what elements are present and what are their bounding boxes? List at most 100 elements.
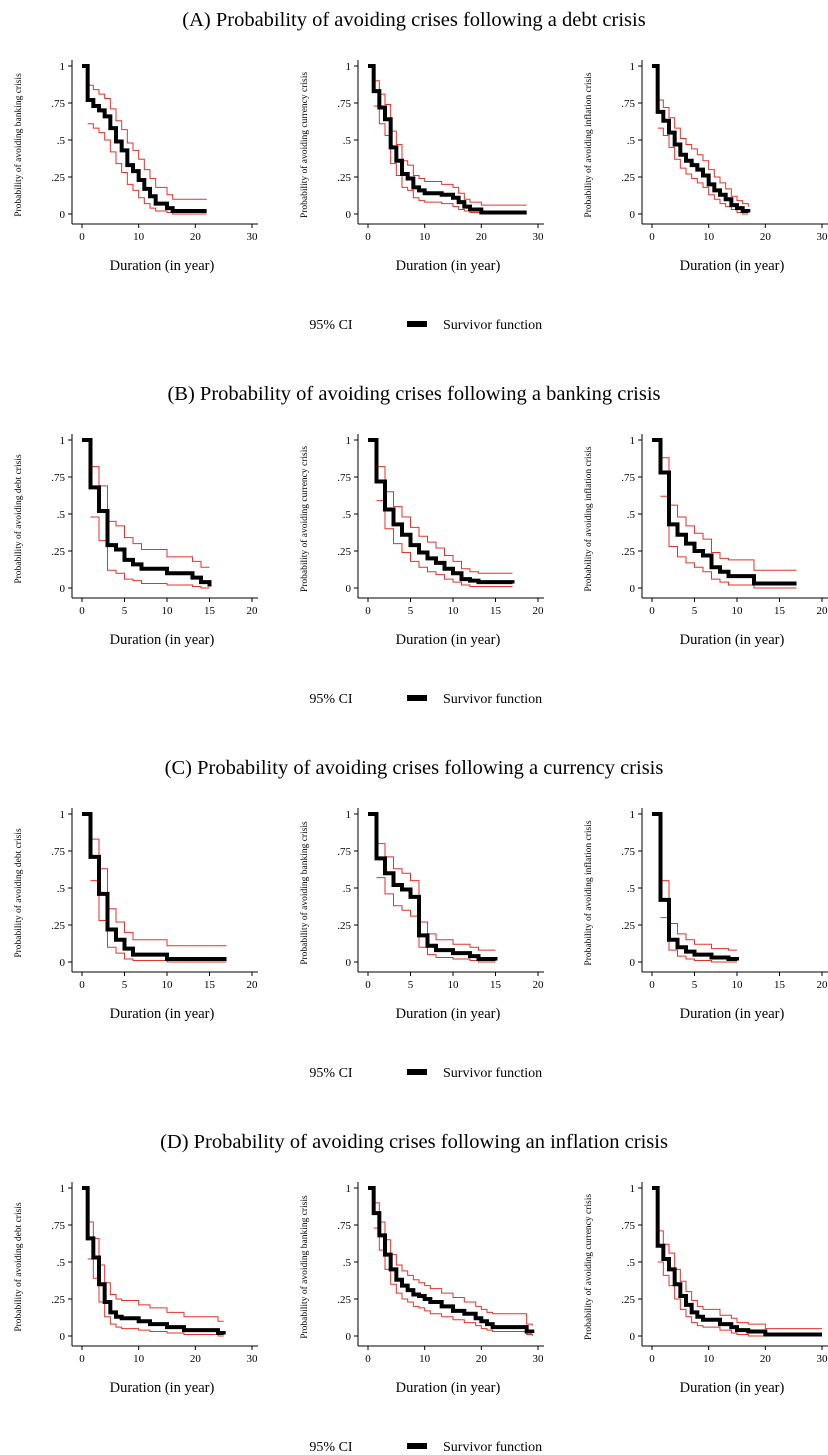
y-tick-label: .75	[337, 846, 351, 858]
y-tick-label: .25	[51, 920, 65, 932]
x-tick-label: 10	[448, 605, 460, 617]
x-tick-label: 30	[533, 1353, 545, 1365]
x-tick-label: 20	[247, 605, 259, 617]
y-tick-label: .75	[337, 98, 351, 110]
x-tick-label: 0	[649, 1353, 655, 1365]
x-tick-label: 20	[533, 605, 545, 617]
x-tick-label: 20	[760, 1353, 772, 1365]
y-tick-label: .5	[343, 509, 352, 521]
survivor-line	[652, 1186, 822, 1337]
y-tick-label: .75	[621, 98, 635, 110]
y-tick-label: 1	[346, 435, 352, 447]
y-tick-label: .5	[57, 509, 66, 521]
panel-title: (D) Probability of avoiding crises follo…	[160, 1131, 668, 1153]
x-tick-label: 0	[365, 979, 371, 991]
panel-4: (D) Probability of avoiding crises follo…	[13, 1131, 828, 1455]
x-tick-label: 10	[732, 979, 744, 991]
x-axis-label: Duration (in year)	[680, 1380, 785, 1396]
y-tick-label: .25	[51, 1294, 65, 1306]
legend: 95% CI Survivor function	[309, 692, 542, 707]
x-tick-label: 5	[692, 605, 698, 617]
ci-lower-line	[373, 1227, 533, 1336]
legend: 95% CI Survivor function	[309, 1440, 542, 1455]
y-tick-label: .25	[51, 546, 65, 558]
y-tick-label: 0	[60, 957, 66, 969]
y-axis-label: Probability of avoiding currency crisis	[583, 1194, 594, 1340]
y-tick-label: .5	[343, 135, 352, 147]
y-tick-label: .5	[57, 135, 66, 147]
x-tick-label: 0	[79, 979, 85, 991]
y-tick-label: 0	[630, 1331, 636, 1343]
y-tick-label: .5	[343, 1257, 352, 1269]
x-tick-label: 5	[122, 605, 128, 617]
ci-upper-line	[373, 1188, 533, 1326]
x-tick-label: 10	[133, 231, 145, 243]
y-tick-label: .5	[57, 883, 66, 895]
x-tick-label: 5	[692, 979, 698, 991]
ci-upper-line	[660, 440, 797, 571]
x-tick-label: 30	[247, 231, 259, 243]
ci-upper-line	[657, 1188, 822, 1330]
y-tick-label: .75	[51, 846, 65, 858]
x-tick-label: 20	[247, 979, 259, 991]
legend-survivor-label: Survivor function	[443, 692, 542, 707]
x-tick-label: 10	[162, 605, 174, 617]
x-tick-label: 0	[365, 1353, 371, 1365]
survivor-line	[82, 64, 207, 214]
x-tick-label: 5	[122, 979, 128, 991]
y-tick-label: 1	[346, 1183, 352, 1195]
ci-lower-line	[657, 127, 749, 215]
y-tick-label: 0	[346, 583, 352, 595]
ci-lower-line	[660, 495, 797, 589]
x-tick-label: 10	[419, 231, 431, 243]
survivor-line	[82, 1186, 226, 1336]
y-axis-label: Probability of avoiding currency crisis	[299, 446, 310, 592]
x-tick-label: 0	[79, 605, 85, 617]
y-tick-label: .75	[621, 472, 635, 484]
x-axis-label: Duration (in year)	[110, 258, 215, 274]
x-axis-label: Duration (in year)	[396, 1006, 501, 1022]
y-tick-label: .5	[57, 1257, 66, 1269]
x-tick-label: 15	[490, 605, 502, 617]
y-tick-label: .25	[337, 546, 351, 558]
y-tick-label: 0	[630, 583, 636, 595]
survivor-line	[652, 812, 739, 962]
x-axis-label: Duration (in year)	[396, 258, 501, 274]
x-tick-label: 15	[774, 979, 786, 991]
y-tick-label: 0	[346, 209, 352, 221]
x-tick-label: 0	[79, 231, 85, 243]
x-tick-label: 0	[79, 1353, 85, 1365]
y-tick-label: .25	[621, 172, 635, 184]
y-tick-label: .5	[627, 883, 636, 895]
ci-lower-line	[87, 123, 207, 215]
x-tick-label: 30	[247, 1353, 259, 1365]
x-tick-label: 30	[817, 231, 828, 243]
x-tick-label: 30	[533, 231, 545, 243]
y-tick-label: 0	[630, 209, 636, 221]
y-tick-label: .25	[337, 1294, 351, 1306]
y-tick-label: 1	[60, 809, 66, 821]
x-axis-label: Duration (in year)	[680, 258, 785, 274]
y-tick-label: .5	[627, 509, 636, 521]
y-tick-label: 1	[60, 435, 66, 447]
panel-title: (A) Probability of avoiding crises follo…	[182, 9, 645, 31]
ci-lower-line	[87, 1258, 224, 1337]
ci-upper-line	[376, 440, 513, 574]
legend: 95% CI Survivor function	[309, 318, 542, 333]
panel-3: (C) Probability of avoiding crises follo…	[13, 757, 828, 1081]
legend-ci-label: 95% CI	[309, 692, 353, 707]
y-tick-label: 1	[630, 809, 636, 821]
y-axis-label: Probability of avoiding banking crisis	[13, 73, 24, 217]
x-tick-label: 10	[703, 1353, 715, 1365]
y-tick-label: .25	[337, 920, 351, 932]
x-tick-label: 0	[649, 979, 655, 991]
y-tick-label: .5	[627, 1257, 636, 1269]
y-tick-label: .75	[51, 1220, 65, 1232]
